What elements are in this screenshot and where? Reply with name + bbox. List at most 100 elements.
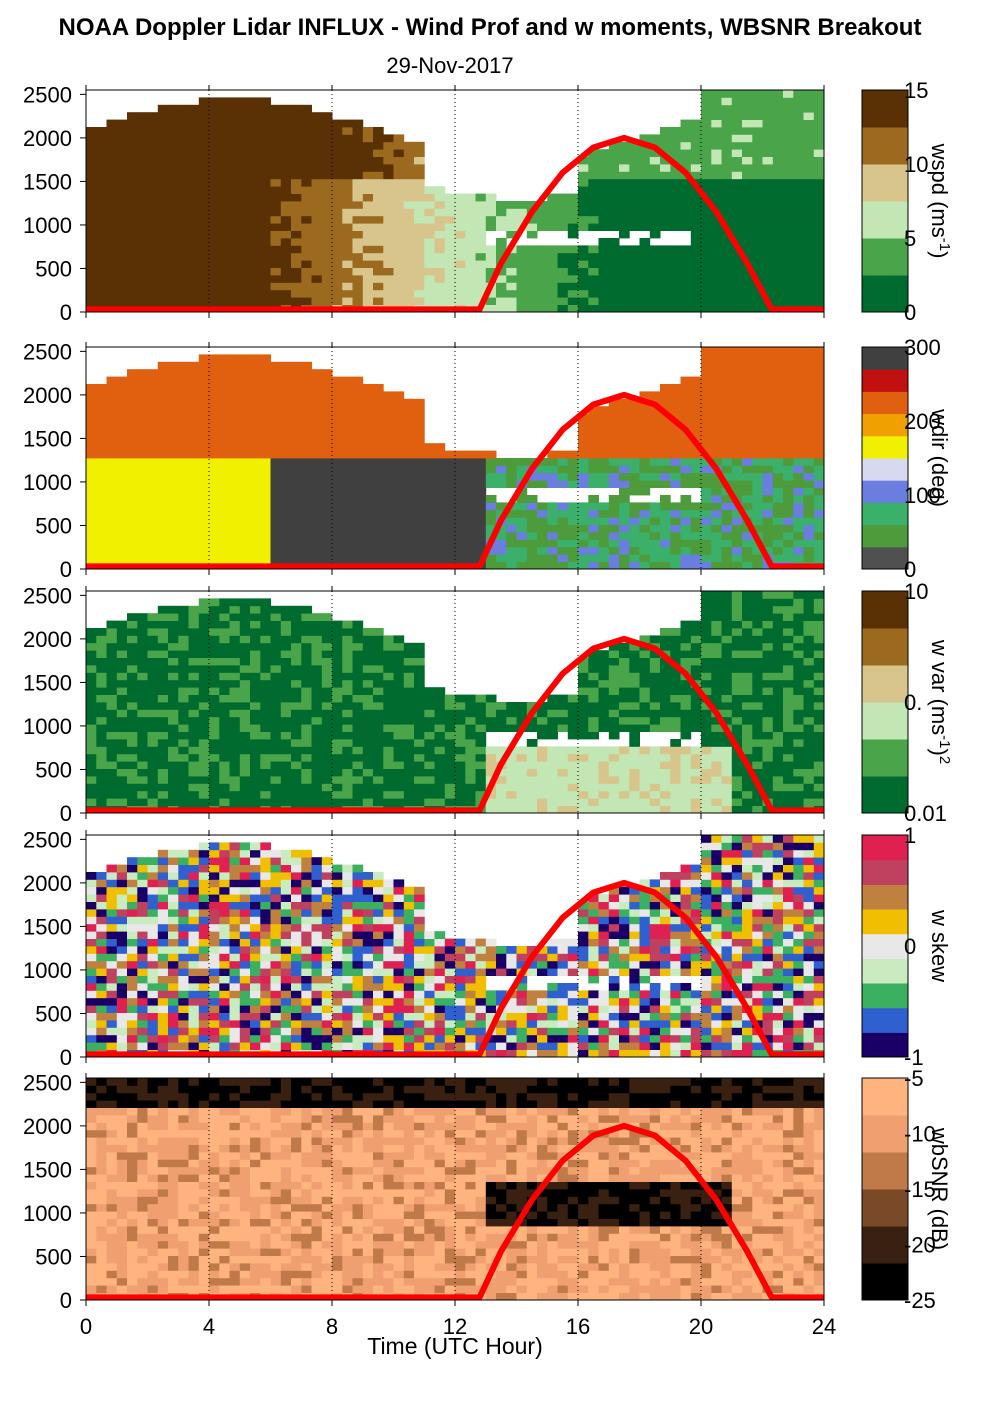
heatmap-cell — [813, 465, 825, 474]
heatmap-cell — [680, 267, 692, 276]
heatmap-cell — [721, 289, 733, 298]
heatmap-cell — [731, 104, 743, 113]
heatmap-cell — [711, 798, 722, 806]
heatmap-cell — [96, 282, 107, 291]
heatmap-cell — [557, 702, 569, 710]
heatmap-cell — [270, 384, 282, 392]
heatmap-cell — [209, 193, 220, 202]
heatmap-cell — [188, 679, 200, 688]
heatmap-cell — [198, 282, 210, 291]
heatmap-cell — [803, 238, 815, 246]
heatmap-cell — [803, 97, 815, 106]
heatmap-cell — [116, 193, 128, 202]
heatmap-cell — [260, 149, 271, 157]
heatmap-cell — [373, 790, 384, 799]
heatmap-cell — [721, 435, 733, 444]
heatmap-cell — [444, 761, 456, 769]
heatmap-cell — [229, 97, 241, 106]
heatmap-cell — [629, 208, 640, 217]
heatmap-cell — [270, 495, 282, 503]
y-tick-label: 2500 — [23, 339, 72, 364]
heatmap-cell — [198, 776, 210, 784]
heatmap-cell — [229, 112, 241, 120]
heatmap-cell — [649, 635, 661, 644]
heatmap-cell — [188, 495, 200, 503]
heatmap-cell — [516, 304, 528, 313]
heatmap-cell — [352, 297, 364, 305]
heatmap-cell — [147, 628, 159, 636]
heatmap-cell — [250, 598, 261, 607]
heatmap-cell — [578, 798, 589, 806]
heatmap-cell — [701, 406, 712, 414]
heatmap-cell — [96, 435, 107, 444]
heatmap-cell — [198, 465, 210, 474]
heatmap-cell — [649, 502, 661, 511]
heatmap-cell — [742, 347, 753, 355]
heatmap-cell — [772, 164, 784, 172]
heatmap-cell — [280, 480, 292, 488]
heatmap-cell — [414, 201, 425, 209]
heatmap-cell — [567, 524, 579, 533]
heatmap-cell — [106, 472, 118, 481]
heatmap-cell — [198, 665, 210, 673]
heatmap-cell — [311, 369, 323, 377]
heatmap-cell — [188, 282, 200, 291]
heatmap-cell — [301, 215, 312, 224]
heatmap-cell — [86, 201, 97, 209]
heatmap-cell — [168, 783, 179, 792]
heatmap-cell — [321, 450, 333, 459]
heatmap-cell — [649, 413, 661, 422]
heatmap-cell — [690, 798, 702, 806]
heatmap-cell — [588, 171, 599, 180]
heatmap-cell — [393, 554, 405, 562]
heatmap-cell — [680, 480, 692, 488]
heatmap-cell — [168, 753, 179, 762]
heatmap-cell — [680, 376, 692, 385]
heatmap-cell — [332, 517, 343, 525]
heatmap-cell — [772, 487, 784, 496]
heatmap-cell — [444, 539, 456, 548]
heatmap-cell — [783, 347, 794, 355]
heatmap-cell — [803, 458, 815, 466]
heatmap-cell — [752, 561, 763, 570]
heatmap-cell — [260, 127, 271, 135]
heatmap-cell — [311, 532, 323, 540]
heatmap-cell — [403, 201, 415, 209]
heatmap-cell — [516, 282, 528, 291]
heatmap-cell — [301, 435, 312, 444]
heatmap-cell — [649, 746, 661, 755]
heatmap-cell — [485, 790, 497, 799]
heatmap-cell — [670, 724, 681, 732]
heatmap-cell — [342, 413, 353, 422]
heatmap-cell — [537, 524, 548, 533]
heatmap-cell — [178, 376, 189, 385]
heatmap-cell — [598, 650, 610, 658]
heatmap-cell — [670, 413, 681, 422]
heatmap-cell — [137, 546, 148, 555]
heatmap-cell — [701, 805, 712, 814]
heatmap-cell — [239, 509, 251, 518]
heatmap-cell — [116, 289, 128, 298]
heatmap-cell — [649, 260, 661, 268]
heatmap-cell — [198, 546, 210, 555]
heatmap-cell — [783, 428, 794, 437]
heatmap-cell — [721, 361, 733, 370]
heatmap-cell — [311, 739, 323, 747]
heatmap-cell — [813, 275, 825, 283]
heatmap-cell — [270, 141, 282, 150]
heatmap-cell — [660, 223, 671, 231]
heatmap-cell — [557, 561, 569, 570]
heatmap-cell — [321, 554, 333, 562]
heatmap-cell — [475, 768, 487, 777]
heatmap-cell — [239, 613, 251, 621]
heatmap-cell — [188, 171, 200, 180]
heatmap-cell — [660, 141, 671, 150]
heatmap-cell — [291, 502, 302, 511]
heatmap-cell — [96, 495, 107, 503]
heatmap-cell — [157, 275, 169, 283]
heatmap-cell — [721, 171, 733, 180]
heatmap-cell — [711, 428, 722, 437]
heatmap-cell — [670, 289, 681, 298]
heatmap-cell — [670, 443, 681, 451]
heatmap-cell — [660, 716, 671, 725]
